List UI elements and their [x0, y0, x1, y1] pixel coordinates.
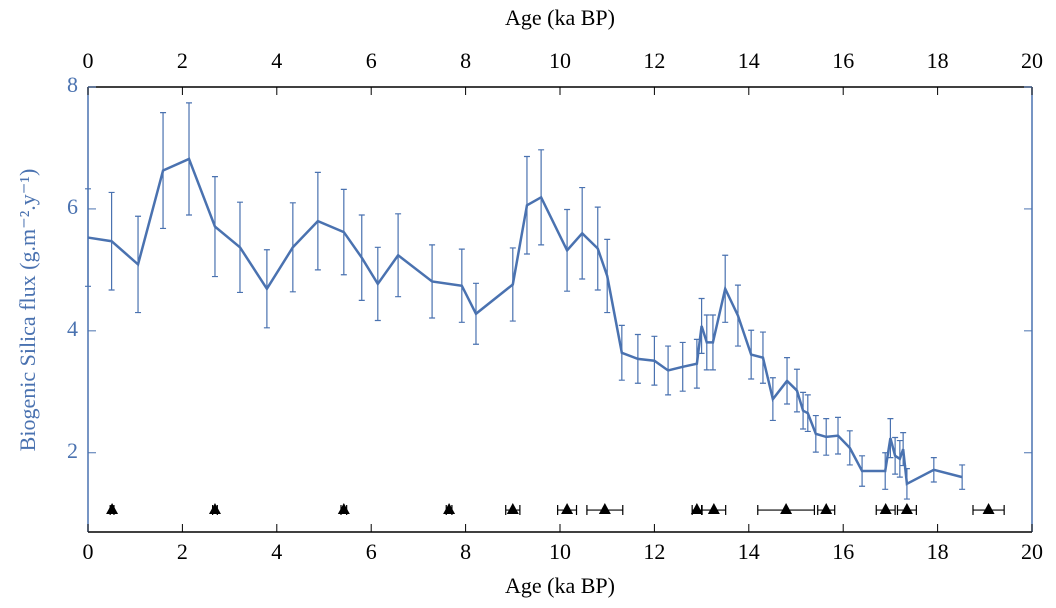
top-tick-label: 8 [460, 48, 471, 73]
x-tick-label: 18 [927, 539, 949, 564]
y-tick-label: 4 [67, 316, 78, 341]
top-tick-label: 6 [366, 48, 377, 73]
top-tick-label: 18 [927, 48, 949, 73]
top-tick-label: 4 [271, 48, 282, 73]
x-tick-label: 10 [549, 539, 571, 564]
y-axis-title: Biogenic Silica flux (g.m⁻².y⁻¹) [15, 169, 40, 452]
date-marker [106, 503, 119, 515]
x-tick-label: 6 [366, 539, 377, 564]
x-tick-label: 16 [832, 539, 854, 564]
data-line [87, 157, 963, 486]
date-marker [561, 503, 574, 515]
date-marker [900, 503, 913, 515]
date-marker [690, 503, 703, 515]
date-marker [879, 503, 892, 515]
top-tick-label: 20 [1021, 48, 1043, 73]
top-tick-label: 10 [549, 48, 571, 73]
date-marker [820, 503, 833, 515]
date-marker [337, 503, 350, 515]
x-tick-label: 4 [271, 539, 282, 564]
top-axis-title: Age (ka BP) [505, 5, 615, 30]
top-tick-label: 0 [83, 48, 94, 73]
date-marker [780, 503, 793, 515]
top-tick-label: 12 [643, 48, 665, 73]
y-tick-label: 8 [67, 72, 78, 97]
top-tick-label: 16 [832, 48, 854, 73]
x-tick-label: 12 [643, 539, 665, 564]
y-tick-label: 6 [67, 194, 78, 219]
top-tick-label: 2 [177, 48, 188, 73]
x-tick-label: 0 [83, 539, 94, 564]
x-tick-label: 2 [177, 539, 188, 564]
date-marker [208, 503, 221, 515]
x-tick-label: 14 [738, 539, 760, 564]
date-marker [506, 503, 519, 515]
date-marker [707, 503, 720, 515]
date-marker [598, 503, 611, 515]
y-tick-label: 2 [67, 438, 78, 463]
x-tick-label: 20 [1021, 539, 1043, 564]
x-axis-title: Age (ka BP) [505, 573, 615, 598]
date-marker [443, 503, 456, 515]
top-tick-label: 14 [738, 48, 760, 73]
x-tick-label: 8 [460, 539, 471, 564]
date-marker [982, 503, 995, 515]
